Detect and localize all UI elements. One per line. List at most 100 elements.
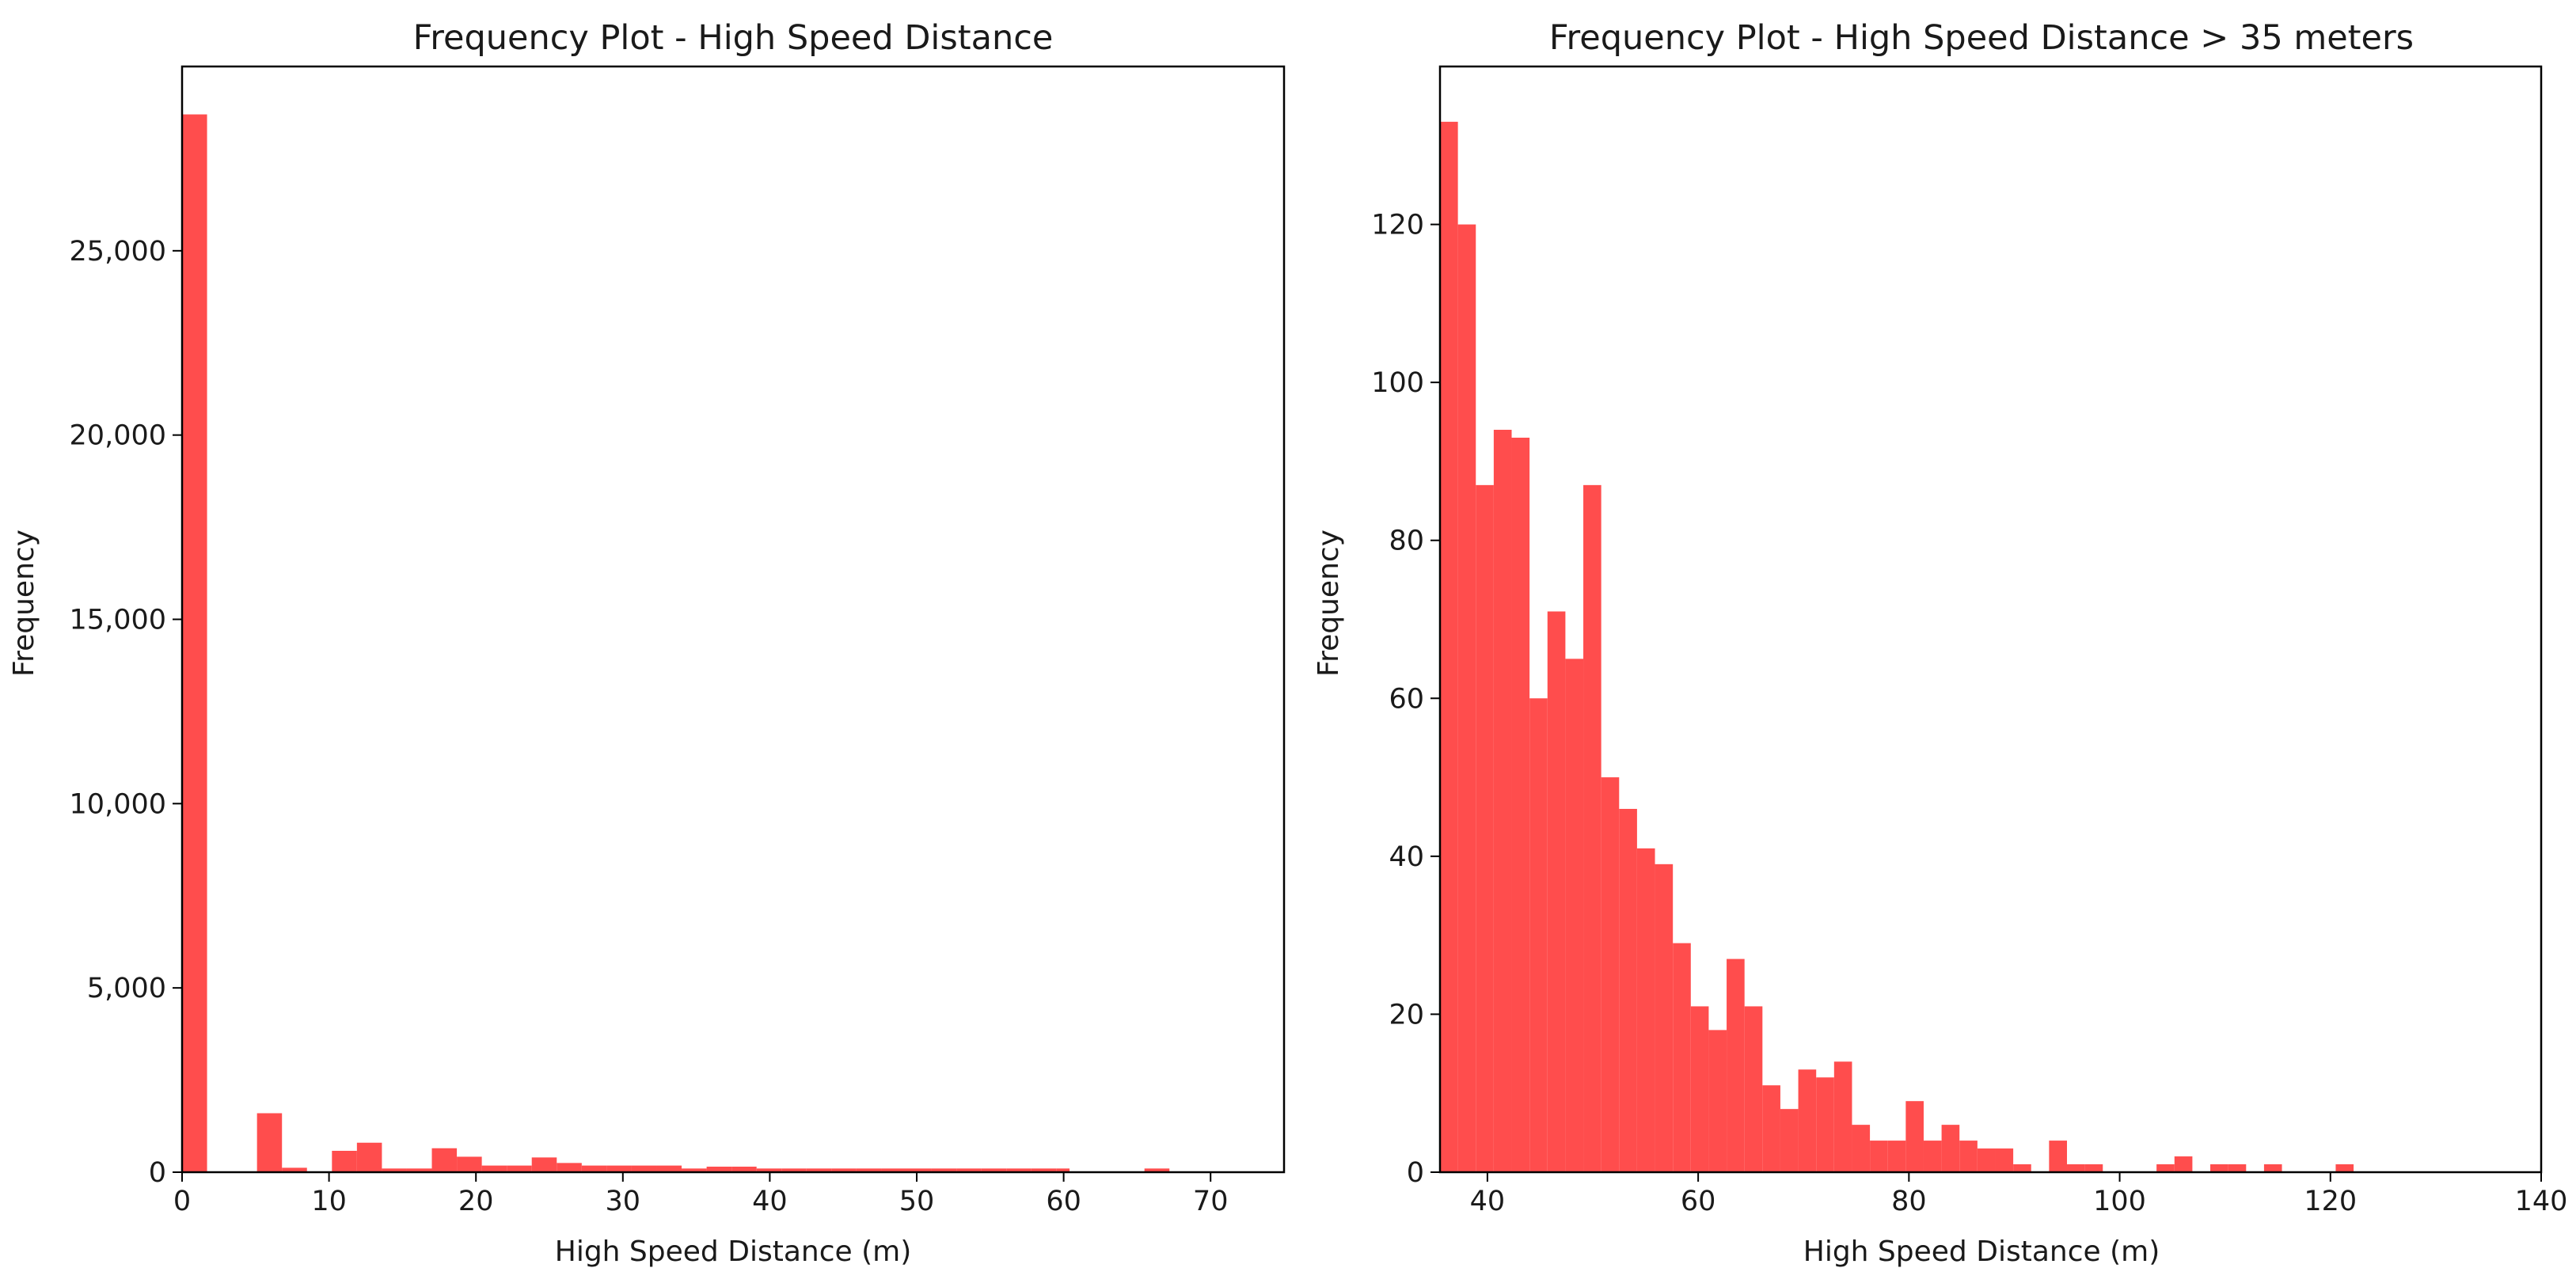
histogram-bar (1959, 1141, 1978, 1172)
histogram-bar (1547, 611, 1566, 1172)
histogram-bar (1031, 1168, 1057, 1172)
histogram-bar (1511, 437, 1530, 1172)
plot-frame (1438, 65, 2543, 1174)
chart-high-speed-distance-over-35: Frequency Plot - High Speed Distance > 3… (1313, 18, 2567, 1268)
histogram-bar (2228, 1164, 2247, 1172)
histogram-bar (1529, 698, 1548, 1172)
plot-frame (180, 65, 1286, 1174)
bars (182, 114, 1170, 1173)
histogram-bar (1673, 943, 1691, 1172)
histogram-bar (781, 1168, 807, 1172)
histogram-bar (1762, 1085, 1780, 1172)
histogram-bar (1977, 1148, 1996, 1172)
histogram-bar (256, 1113, 283, 1172)
histogram-bar (1833, 1061, 1852, 1172)
histogram-bar (1852, 1125, 1871, 1172)
y-axis-ticks: 0 5,000 10,000 15,000 20,000 25,000 (70, 236, 182, 1189)
y-tick-label: 80 (1389, 526, 1424, 557)
histogram-bar (1493, 430, 1512, 1172)
x-tick-label: 120 (2304, 1186, 2357, 1217)
histogram-bar (606, 1165, 632, 1172)
x-tick-label: 70 (1193, 1186, 1229, 1217)
histogram-bar (1056, 1168, 1070, 1172)
x-tick-label: 100 (2093, 1186, 2146, 1217)
histogram-bar (2174, 1156, 2193, 1172)
y-tick-label: 120 (1371, 210, 1424, 241)
histogram-bar (507, 1165, 532, 1172)
y-tick-label: 40 (1389, 841, 1424, 873)
histogram-bar (981, 1168, 1007, 1172)
histogram-bar (1690, 1006, 1709, 1172)
x-tick-label: 30 (606, 1186, 641, 1217)
histogram-bar (1905, 1101, 1924, 1172)
histogram-bar (2263, 1164, 2282, 1172)
x-tick-label: 0 (173, 1186, 191, 1217)
histogram-bar (806, 1168, 832, 1172)
x-tick-label: 60 (1046, 1186, 1081, 1217)
histogram-bar (756, 1168, 782, 1172)
histogram-bar (282, 1167, 307, 1172)
x-tick-label: 10 (311, 1186, 347, 1217)
histogram-bar (182, 114, 207, 1173)
histogram-bar (1870, 1141, 1888, 1172)
x-axis-label: High Speed Distance (m) (555, 1236, 912, 1268)
histogram-bar (1601, 777, 1620, 1172)
histogram-bar (1887, 1141, 1906, 1172)
histogram-bar (2210, 1164, 2228, 1172)
histogram-bar (2335, 1164, 2354, 1172)
histogram-bar (1006, 1168, 1032, 1172)
y-tick-label: 20,000 (70, 420, 166, 452)
chart-title: Frequency Plot - High Speed Distance > 3… (1549, 18, 2414, 58)
x-tick-label: 50 (899, 1186, 935, 1217)
histogram-bar (431, 1148, 458, 1172)
histogram-bar (731, 1167, 757, 1172)
histogram-bar (1780, 1109, 1799, 1172)
y-tick-label: 0 (149, 1157, 166, 1189)
chart-title: Frequency Plot - High Speed Distance (413, 18, 1054, 58)
histogram-bar (1636, 848, 1655, 1172)
y-tick-label: 25,000 (70, 236, 166, 268)
histogram-bar (956, 1168, 982, 1172)
histogram-bar (581, 1165, 607, 1172)
y-tick-label: 15,000 (70, 605, 166, 636)
y-tick-label: 0 (1407, 1157, 1424, 1189)
y-tick-label: 10,000 (70, 788, 166, 820)
y-tick-label: 100 (1371, 367, 1424, 399)
x-axis-ticks: 40 60 80 100 120 140 (1470, 1172, 2568, 1217)
bars (1440, 121, 2354, 1173)
histogram-bar (1798, 1069, 1817, 1172)
y-tick-label: 20 (1389, 999, 1424, 1031)
x-tick-label: 40 (752, 1186, 788, 1217)
x-tick-label: 40 (1470, 1186, 1506, 1217)
histogram-bar (881, 1168, 907, 1172)
histogram-bar (831, 1168, 857, 1172)
x-tick-label: 20 (458, 1186, 494, 1217)
histogram-bar (332, 1150, 357, 1172)
y-tick-label: 60 (1389, 683, 1424, 715)
histogram-bar (1941, 1125, 1960, 1172)
histogram-bar (1144, 1168, 1170, 1172)
histogram-bar (2013, 1164, 2031, 1172)
histogram-bar (1619, 808, 1637, 1172)
x-tick-label: 60 (1681, 1186, 1716, 1217)
histogram-bar (1565, 659, 1584, 1172)
x-tick-label: 80 (1891, 1186, 1927, 1217)
y-axis-label: Frequency (1313, 530, 1345, 677)
histogram-bar (856, 1168, 882, 1172)
histogram-bar (481, 1165, 507, 1172)
x-tick-label: 140 (2515, 1186, 2568, 1217)
chart-high-speed-distance: Frequency Plot - High Speed Distance 0 10… (8, 18, 1286, 1268)
histogram-bar (656, 1165, 682, 1172)
histogram-bar (1816, 1077, 1834, 1172)
x-axis-ticks: 0 10 20 30 40 50 60 70 (173, 1172, 1229, 1217)
histogram-bar (457, 1156, 482, 1172)
histogram-bar (1744, 1006, 1763, 1172)
histogram-bar (1583, 484, 1601, 1172)
histogram-bar (1476, 484, 1494, 1172)
histogram-bar (1995, 1148, 2014, 1172)
histogram-bar (2067, 1164, 2085, 1172)
histogram-bar (356, 1142, 382, 1172)
histogram-bar (906, 1168, 932, 1172)
histogram-bar (1923, 1141, 1942, 1172)
